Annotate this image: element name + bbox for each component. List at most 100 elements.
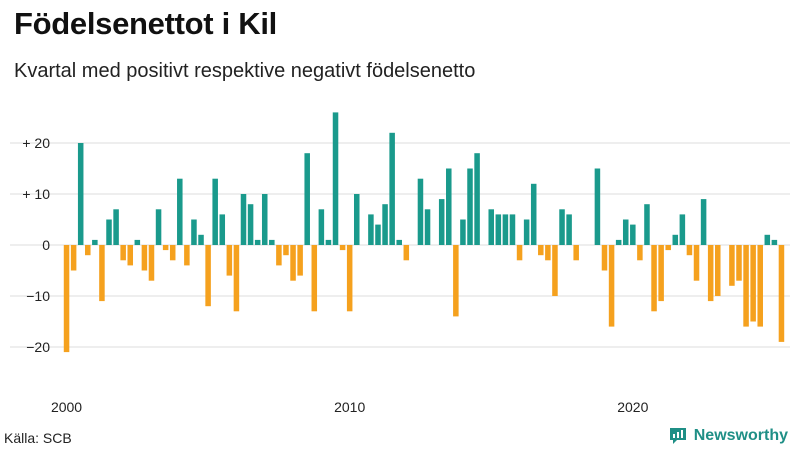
bar bbox=[736, 245, 742, 281]
bar bbox=[191, 219, 197, 245]
bar bbox=[729, 245, 735, 286]
bar bbox=[261, 194, 268, 245]
bar bbox=[382, 204, 388, 245]
bar bbox=[254, 239, 261, 245]
brand-name: Newsworthy bbox=[693, 427, 788, 444]
bar-chart-logo-icon bbox=[669, 428, 686, 444]
bar bbox=[70, 245, 77, 271]
x-tick-label: 2000 bbox=[51, 399, 82, 415]
bar bbox=[368, 214, 374, 245]
bar bbox=[113, 209, 119, 245]
chart-title: Födelsenettot i Kil bbox=[14, 6, 277, 41]
bar bbox=[339, 245, 346, 251]
y-tick-label: 0 bbox=[42, 237, 50, 253]
bar bbox=[615, 239, 622, 245]
bar bbox=[148, 245, 155, 281]
bar bbox=[276, 245, 282, 266]
bar bbox=[127, 245, 134, 266]
bar-chart: + 20 + 10 0 −10 −20 2000 2010 2020 bbox=[10, 112, 790, 415]
bar bbox=[219, 214, 226, 245]
y-tick-label: + 20 bbox=[22, 135, 50, 151]
bar bbox=[707, 245, 714, 302]
bar bbox=[488, 209, 495, 245]
brand-logo: Newsworthy bbox=[668, 426, 788, 446]
bar bbox=[665, 245, 671, 251]
bar bbox=[474, 153, 480, 245]
bar bbox=[608, 245, 615, 327]
bar bbox=[679, 214, 686, 245]
bar bbox=[771, 239, 778, 245]
bar bbox=[106, 219, 112, 245]
y-tick-label: −10 bbox=[26, 288, 50, 304]
bar bbox=[495, 214, 502, 245]
bar bbox=[162, 245, 169, 251]
bar bbox=[714, 245, 721, 296]
bar bbox=[269, 239, 275, 245]
bar bbox=[332, 112, 339, 246]
bar bbox=[233, 245, 240, 312]
bar bbox=[750, 245, 756, 322]
bar bbox=[764, 234, 771, 245]
bar bbox=[311, 245, 318, 312]
bar bbox=[424, 209, 431, 245]
bar bbox=[693, 245, 700, 281]
bar bbox=[453, 245, 459, 317]
bar bbox=[353, 194, 360, 245]
bar bbox=[389, 132, 395, 245]
bar bbox=[325, 239, 332, 245]
bar bbox=[226, 245, 233, 276]
bar bbox=[438, 199, 445, 245]
bar bbox=[92, 239, 98, 245]
bar bbox=[509, 214, 516, 245]
bar bbox=[417, 178, 424, 245]
bar bbox=[304, 153, 310, 245]
bar bbox=[198, 234, 204, 245]
bar bbox=[85, 245, 91, 256]
x-axis: 2000 2010 2020 bbox=[51, 399, 649, 415]
bars bbox=[63, 112, 785, 353]
bar bbox=[63, 245, 70, 353]
bar bbox=[686, 245, 693, 256]
source-note: Källa: SCB bbox=[4, 430, 72, 446]
bar bbox=[375, 224, 381, 245]
bar bbox=[177, 178, 183, 245]
bar bbox=[240, 194, 247, 245]
bar bbox=[290, 245, 296, 281]
bar bbox=[637, 245, 643, 261]
y-tick-label: + 10 bbox=[22, 186, 50, 202]
bar bbox=[403, 245, 410, 261]
bar bbox=[573, 245, 579, 261]
bar bbox=[297, 245, 303, 276]
bar bbox=[516, 245, 523, 261]
bar bbox=[460, 219, 466, 245]
bar bbox=[601, 245, 608, 271]
bar bbox=[630, 224, 636, 245]
bar bbox=[523, 219, 530, 245]
bar bbox=[283, 245, 289, 256]
bar bbox=[622, 219, 629, 245]
bar bbox=[396, 239, 402, 245]
x-tick-label: 2020 bbox=[617, 399, 648, 415]
bar bbox=[672, 234, 679, 245]
bar bbox=[184, 245, 190, 266]
bar bbox=[318, 209, 325, 245]
bar bbox=[77, 143, 84, 245]
bar bbox=[169, 245, 176, 261]
y-axis: + 20 + 10 0 −10 −20 bbox=[22, 135, 50, 355]
bar bbox=[141, 245, 148, 271]
y-tick-label: −20 bbox=[26, 339, 50, 355]
bar bbox=[559, 209, 565, 245]
bar bbox=[757, 245, 763, 327]
bar bbox=[134, 239, 141, 245]
bar bbox=[778, 245, 785, 342]
x-tick-label: 2010 bbox=[334, 399, 365, 415]
bar bbox=[545, 245, 551, 261]
chart-subtitle: Kvartal med positivt respektive negativt… bbox=[14, 60, 476, 82]
bar bbox=[644, 204, 650, 245]
bar bbox=[530, 183, 537, 245]
bar bbox=[99, 245, 105, 302]
bar bbox=[651, 245, 657, 312]
bar bbox=[743, 245, 749, 327]
bar bbox=[212, 178, 218, 245]
bar bbox=[594, 168, 601, 245]
